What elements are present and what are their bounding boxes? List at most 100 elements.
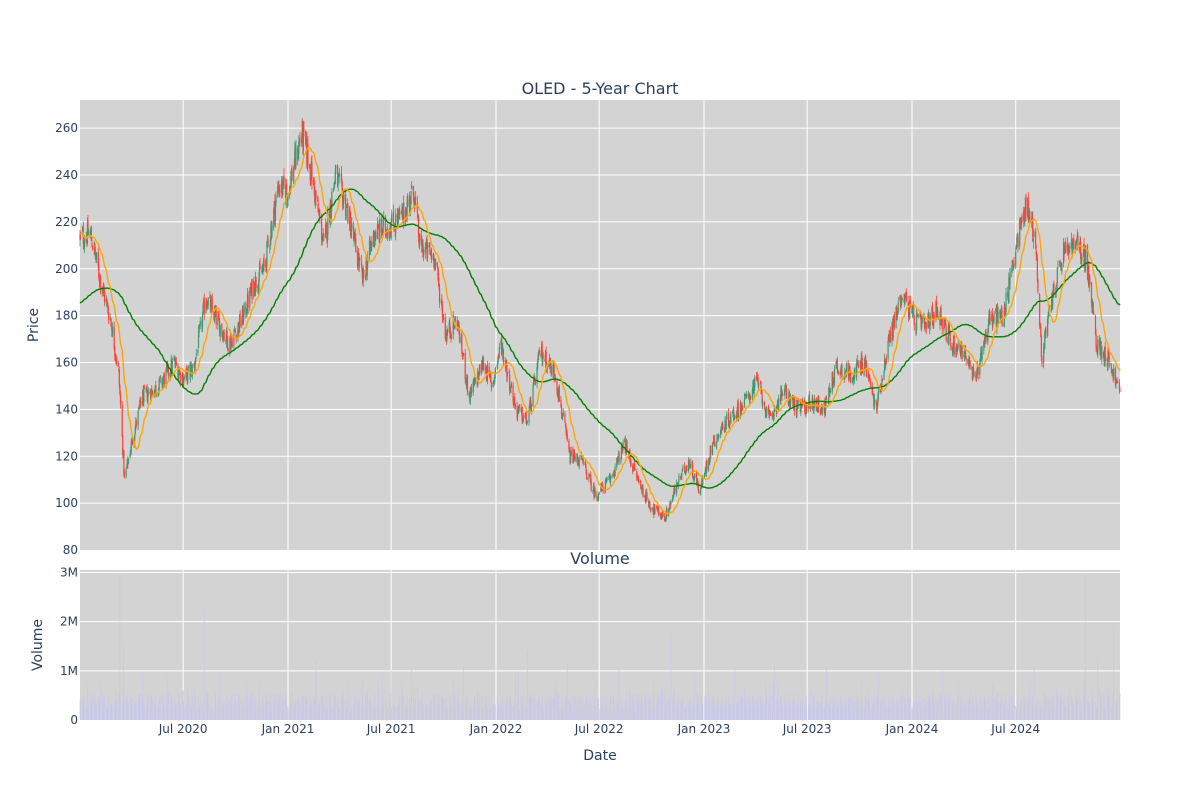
candle-body xyxy=(360,261,363,266)
volume-bar xyxy=(186,709,188,720)
volume-bar xyxy=(650,699,651,720)
volume-bar xyxy=(805,696,807,720)
volume-bar xyxy=(237,704,239,720)
volume-bar xyxy=(769,686,770,720)
volume-bar xyxy=(658,693,660,720)
candle-body xyxy=(207,306,209,309)
candle-body xyxy=(298,141,300,154)
volume-bar xyxy=(656,698,658,720)
volume-bar xyxy=(195,709,197,720)
volume-bar xyxy=(904,702,905,720)
x-tick-label: Jan 2023 xyxy=(677,722,731,736)
volume-bar xyxy=(150,694,152,720)
volume-bar xyxy=(622,705,623,720)
candle-body xyxy=(436,262,438,267)
candle-body xyxy=(412,186,414,195)
x-tick-label: Jul 2023 xyxy=(782,722,832,736)
candle-body xyxy=(101,287,103,292)
candle-body xyxy=(892,318,894,339)
volume-bar xyxy=(419,698,420,720)
volume-bar xyxy=(512,705,514,720)
volume-bar xyxy=(933,697,934,720)
volume-bar xyxy=(868,696,870,720)
volume-bar xyxy=(700,705,701,720)
volume-bar xyxy=(154,697,156,720)
candle-body xyxy=(490,381,493,389)
candle-body xyxy=(835,361,837,369)
candle-body xyxy=(837,370,840,374)
candle-body xyxy=(322,239,324,243)
candle-body xyxy=(461,334,463,351)
candle-body xyxy=(987,324,989,334)
candle-body xyxy=(177,365,179,379)
volume-bar xyxy=(825,703,827,720)
volume-bar xyxy=(293,703,295,720)
volume-bar xyxy=(243,699,244,720)
candle-body xyxy=(781,390,783,397)
volume-bar xyxy=(330,703,332,720)
volume-bar xyxy=(242,710,243,720)
candle-body xyxy=(528,409,530,423)
candle-body xyxy=(247,295,249,308)
volume-bar xyxy=(103,709,104,720)
candle-body xyxy=(782,394,784,396)
candle-body xyxy=(735,415,738,419)
candle-body xyxy=(189,366,192,378)
volume-bar xyxy=(939,692,941,720)
volume-bar xyxy=(1051,703,1052,720)
volume-bar xyxy=(398,705,399,720)
candle-body xyxy=(1029,216,1031,219)
candle-body xyxy=(913,315,915,326)
volume-bar xyxy=(471,701,472,720)
volume-bar xyxy=(924,706,926,720)
candle-body xyxy=(351,223,353,229)
volume-bar xyxy=(1077,688,1079,720)
volume-bar xyxy=(901,695,903,720)
volume-bar xyxy=(995,696,997,720)
volume-bar xyxy=(648,699,650,720)
candle-body xyxy=(269,240,271,245)
candle-body xyxy=(609,476,612,484)
volume-bar xyxy=(933,702,935,720)
volume-bar xyxy=(876,696,878,720)
candle-body xyxy=(1041,359,1043,364)
volume-bar xyxy=(338,708,340,720)
candle-body xyxy=(642,487,644,498)
candle-body xyxy=(115,359,118,363)
candle-body xyxy=(395,214,397,234)
volume-bar xyxy=(189,697,191,720)
candle-body xyxy=(912,305,914,308)
candle-body xyxy=(989,316,991,323)
volume-bar xyxy=(122,646,124,720)
volume-bar xyxy=(245,708,247,720)
candle-body xyxy=(364,276,367,279)
volume-bar xyxy=(665,681,667,720)
volume-bar xyxy=(1039,709,1041,720)
volume-bar xyxy=(601,708,603,720)
volume-bar xyxy=(768,706,770,720)
volume-bar xyxy=(1103,693,1104,720)
volume-bar xyxy=(119,574,121,720)
volume-bar xyxy=(295,700,297,720)
volume-bar xyxy=(460,700,462,720)
volume-bar xyxy=(686,703,687,720)
volume-bar xyxy=(858,706,859,720)
volume-bar xyxy=(550,695,552,720)
volume-bar xyxy=(429,703,431,720)
x-tick-label: Jul 2021 xyxy=(366,722,416,736)
candle-body xyxy=(987,333,989,343)
volume-bar xyxy=(140,694,141,720)
volume-bar xyxy=(849,699,851,720)
candle-body xyxy=(968,356,971,362)
volume-bar xyxy=(680,700,681,720)
volume-bar xyxy=(162,705,164,720)
volume-bar xyxy=(872,705,873,720)
volume-bar xyxy=(1005,695,1006,720)
volume-bar xyxy=(856,694,858,720)
volume-bar xyxy=(920,702,921,720)
volume-bar xyxy=(238,694,240,720)
volume-bar xyxy=(1055,709,1056,720)
candle-body xyxy=(815,397,817,411)
candle-body xyxy=(570,455,572,463)
